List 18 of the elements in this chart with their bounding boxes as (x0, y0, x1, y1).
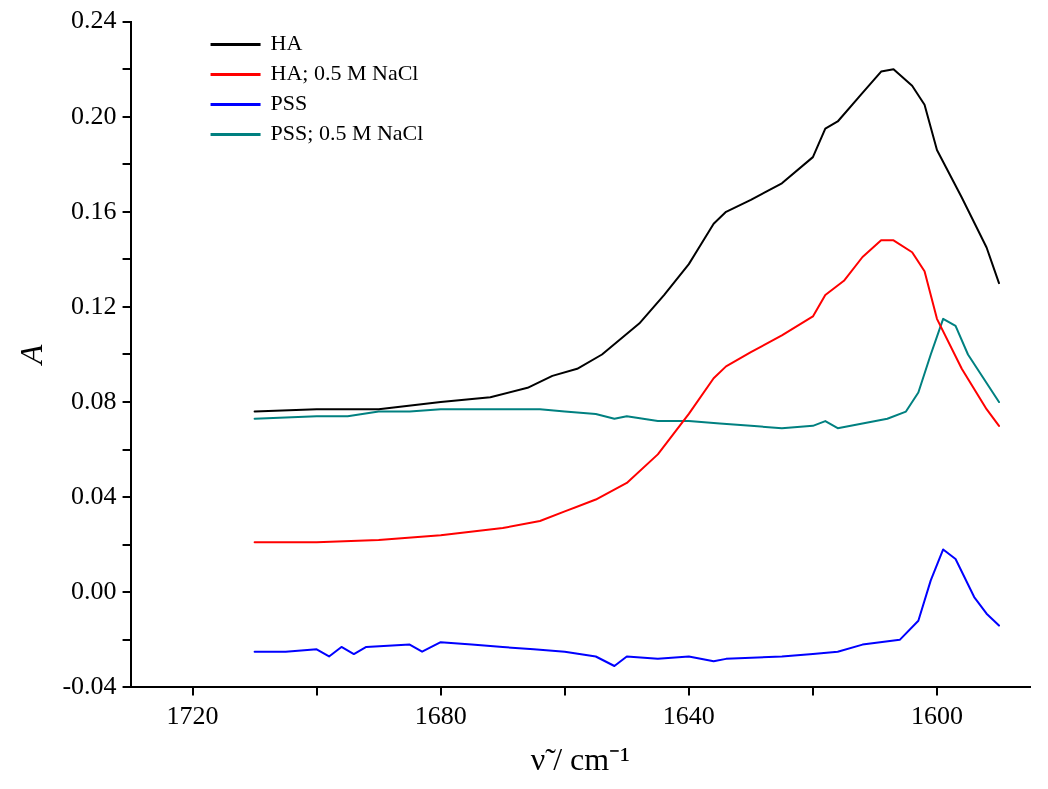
x-tick-label: 1600 (910, 700, 963, 730)
y-tick-label: 0.00 (71, 576, 117, 606)
y-tick-label: 0.16 (71, 195, 117, 225)
legend-label: PSS (270, 90, 308, 116)
y-tick-label: 0.04 (71, 481, 117, 510)
y-tick-label: 0.24 (71, 5, 117, 35)
legend-label: HA; 0.5 M NaCl (270, 60, 419, 86)
y-tick-label: 0.12 (71, 290, 117, 320)
y-tick-label: 0.20 (71, 100, 117, 130)
x-axis-title: ν̃ / cm⁻¹ (530, 741, 630, 778)
x-tick-label: 1720 (166, 700, 219, 730)
x-tick-label: 1640 (662, 700, 715, 730)
y-axis-title: A (12, 344, 49, 367)
legend-label: PSS; 0.5 M NaCl (270, 120, 424, 146)
y-tick-label: 0.08 (71, 385, 117, 415)
y-tick-label: -0.04 (62, 671, 117, 701)
legend-label: HA (270, 30, 303, 56)
x-tick-label: 1680 (414, 700, 467, 730)
